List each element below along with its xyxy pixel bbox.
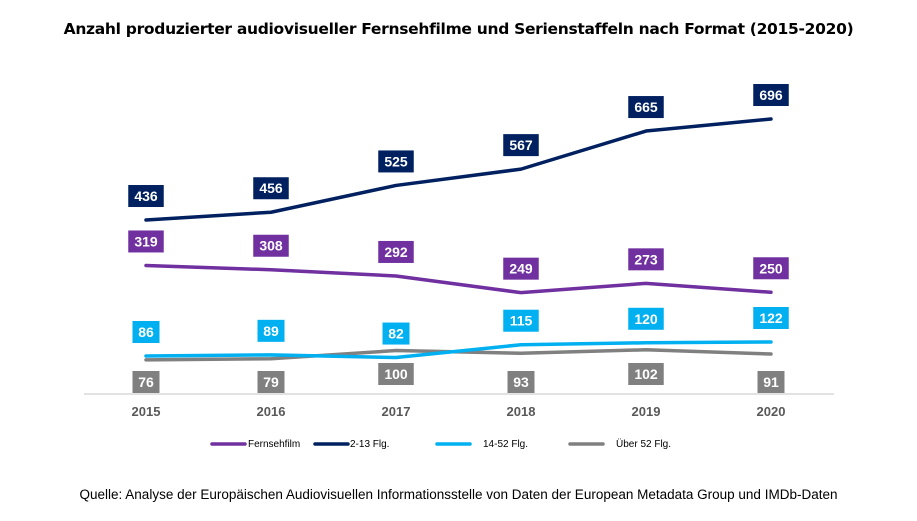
data-label-text: 91 — [763, 374, 779, 390]
data-label-box — [628, 96, 664, 119]
data-label-text: 122 — [759, 310, 783, 326]
data-label-box — [753, 84, 789, 107]
data-label-box — [503, 134, 539, 157]
data-label-text: 249 — [509, 261, 533, 277]
data-label-box — [507, 371, 535, 393]
data-label-text: 525 — [384, 153, 408, 169]
data-label-box — [378, 363, 414, 385]
data-label: 250 — [753, 257, 789, 280]
data-label-box — [628, 307, 664, 330]
chart-title: Anzahl produzierter audiovisueller Ferns… — [63, 20, 854, 38]
data-label-text: 308 — [259, 238, 283, 254]
data-label-text: 89 — [263, 323, 279, 339]
data-label: 86 — [132, 320, 160, 343]
data-label-text: 273 — [634, 251, 658, 267]
data-label-text: 696 — [759, 87, 783, 103]
legend-item: Fernsehfilm — [210, 439, 300, 450]
data-label-text: 567 — [509, 137, 533, 153]
data-label-box — [753, 307, 789, 330]
data-label: 436 — [128, 185, 164, 208]
legend-label: Über 52 Flg. — [616, 438, 671, 450]
data-label-box — [128, 230, 164, 253]
x-tick-label: 2015 — [132, 404, 161, 419]
data-label-box — [753, 257, 789, 280]
data-label-box — [382, 322, 410, 345]
data-label: 273 — [628, 248, 664, 271]
data-label: 120 — [628, 307, 664, 330]
data-label: 292 — [378, 240, 414, 263]
data-label-text: 76 — [138, 374, 154, 390]
legend-item: 2-13 Flg. — [313, 439, 389, 450]
data-label-text: 115 — [510, 313, 533, 329]
data-label-box — [628, 248, 664, 271]
legend-item: 14-52 Flg. — [435, 439, 528, 450]
data-labels: 319 308 292 249 273 250 436 456 525 567 665 696 86 89… — [128, 84, 789, 393]
data-label-text: 93 — [513, 374, 529, 390]
data-label-box — [132, 320, 160, 343]
data-label: 93 — [507, 371, 535, 393]
x-tick-label: 2018 — [507, 404, 536, 419]
legend-item: Über 52 Flg. — [568, 438, 671, 450]
data-label: 79 — [257, 371, 285, 393]
data-label-box — [257, 371, 285, 393]
legend-label: 2-13 Flg. — [350, 439, 389, 450]
data-label-box — [253, 234, 289, 257]
x-tick-label: 2019 — [632, 404, 661, 419]
data-label: 319 — [128, 230, 164, 253]
data-label-box — [628, 363, 664, 385]
series-lines — [144, 117, 773, 362]
series-line-fernsehfilm — [144, 263, 773, 295]
data-label: 115 — [503, 309, 539, 332]
data-label: 76 — [132, 371, 160, 393]
data-label: 456 — [253, 177, 289, 200]
data-label-text: 82 — [388, 326, 404, 342]
source-note: Quelle: Analyse der Europäischen Audiovi… — [79, 487, 838, 502]
data-label-text: 456 — [259, 180, 283, 196]
data-label: 308 — [253, 234, 289, 257]
data-label-text: 665 — [634, 99, 658, 115]
series-line-14-52-flg- — [144, 340, 773, 360]
x-tick-label: 2020 — [757, 404, 786, 419]
legend-label: 14-52 Flg. — [483, 439, 528, 450]
legend-label: Fernsehfilm — [248, 439, 300, 450]
data-label-text: 250 — [759, 260, 783, 276]
data-label: 525 — [378, 150, 414, 173]
data-label-box — [128, 185, 164, 208]
data-label-text: 102 — [634, 366, 658, 382]
data-label-box — [503, 257, 539, 280]
data-label-box — [378, 150, 414, 173]
data-label-box — [132, 371, 160, 393]
data-label-text: 86 — [138, 324, 154, 340]
data-label-box — [757, 371, 785, 393]
x-tick-label: 2017 — [382, 404, 411, 419]
legend: Fernsehfilm 2-13 Flg. 14-52 Flg. Über 52 Fl… — [210, 438, 671, 450]
data-label: 249 — [503, 257, 539, 280]
data-label-box — [503, 309, 539, 332]
x-tick-label: 2016 — [257, 404, 286, 419]
data-label-text: 436 — [134, 188, 158, 204]
data-label-text: 120 — [634, 311, 658, 327]
data-label-text: 319 — [134, 233, 158, 249]
data-label-text: 292 — [384, 244, 408, 260]
data-label-box — [253, 177, 289, 200]
data-label: 100 — [378, 363, 414, 385]
data-label: 567 — [503, 134, 539, 157]
data-label: 82 — [382, 322, 410, 345]
data-label: 102 — [628, 363, 664, 385]
data-label-box — [257, 319, 285, 342]
data-label-box — [378, 240, 414, 263]
x-axis-ticks: 2015 2016 2017 2018 2019 2020 — [132, 404, 786, 419]
data-label-text: 79 — [263, 374, 279, 390]
series-line-2-13-flg- — [144, 117, 773, 222]
data-label: 91 — [757, 371, 785, 393]
data-label-text: 100 — [384, 366, 408, 382]
data-label: 89 — [257, 319, 285, 342]
data-label: 122 — [753, 307, 789, 330]
data-label: 696 — [753, 84, 789, 107]
data-label: 665 — [628, 96, 664, 119]
